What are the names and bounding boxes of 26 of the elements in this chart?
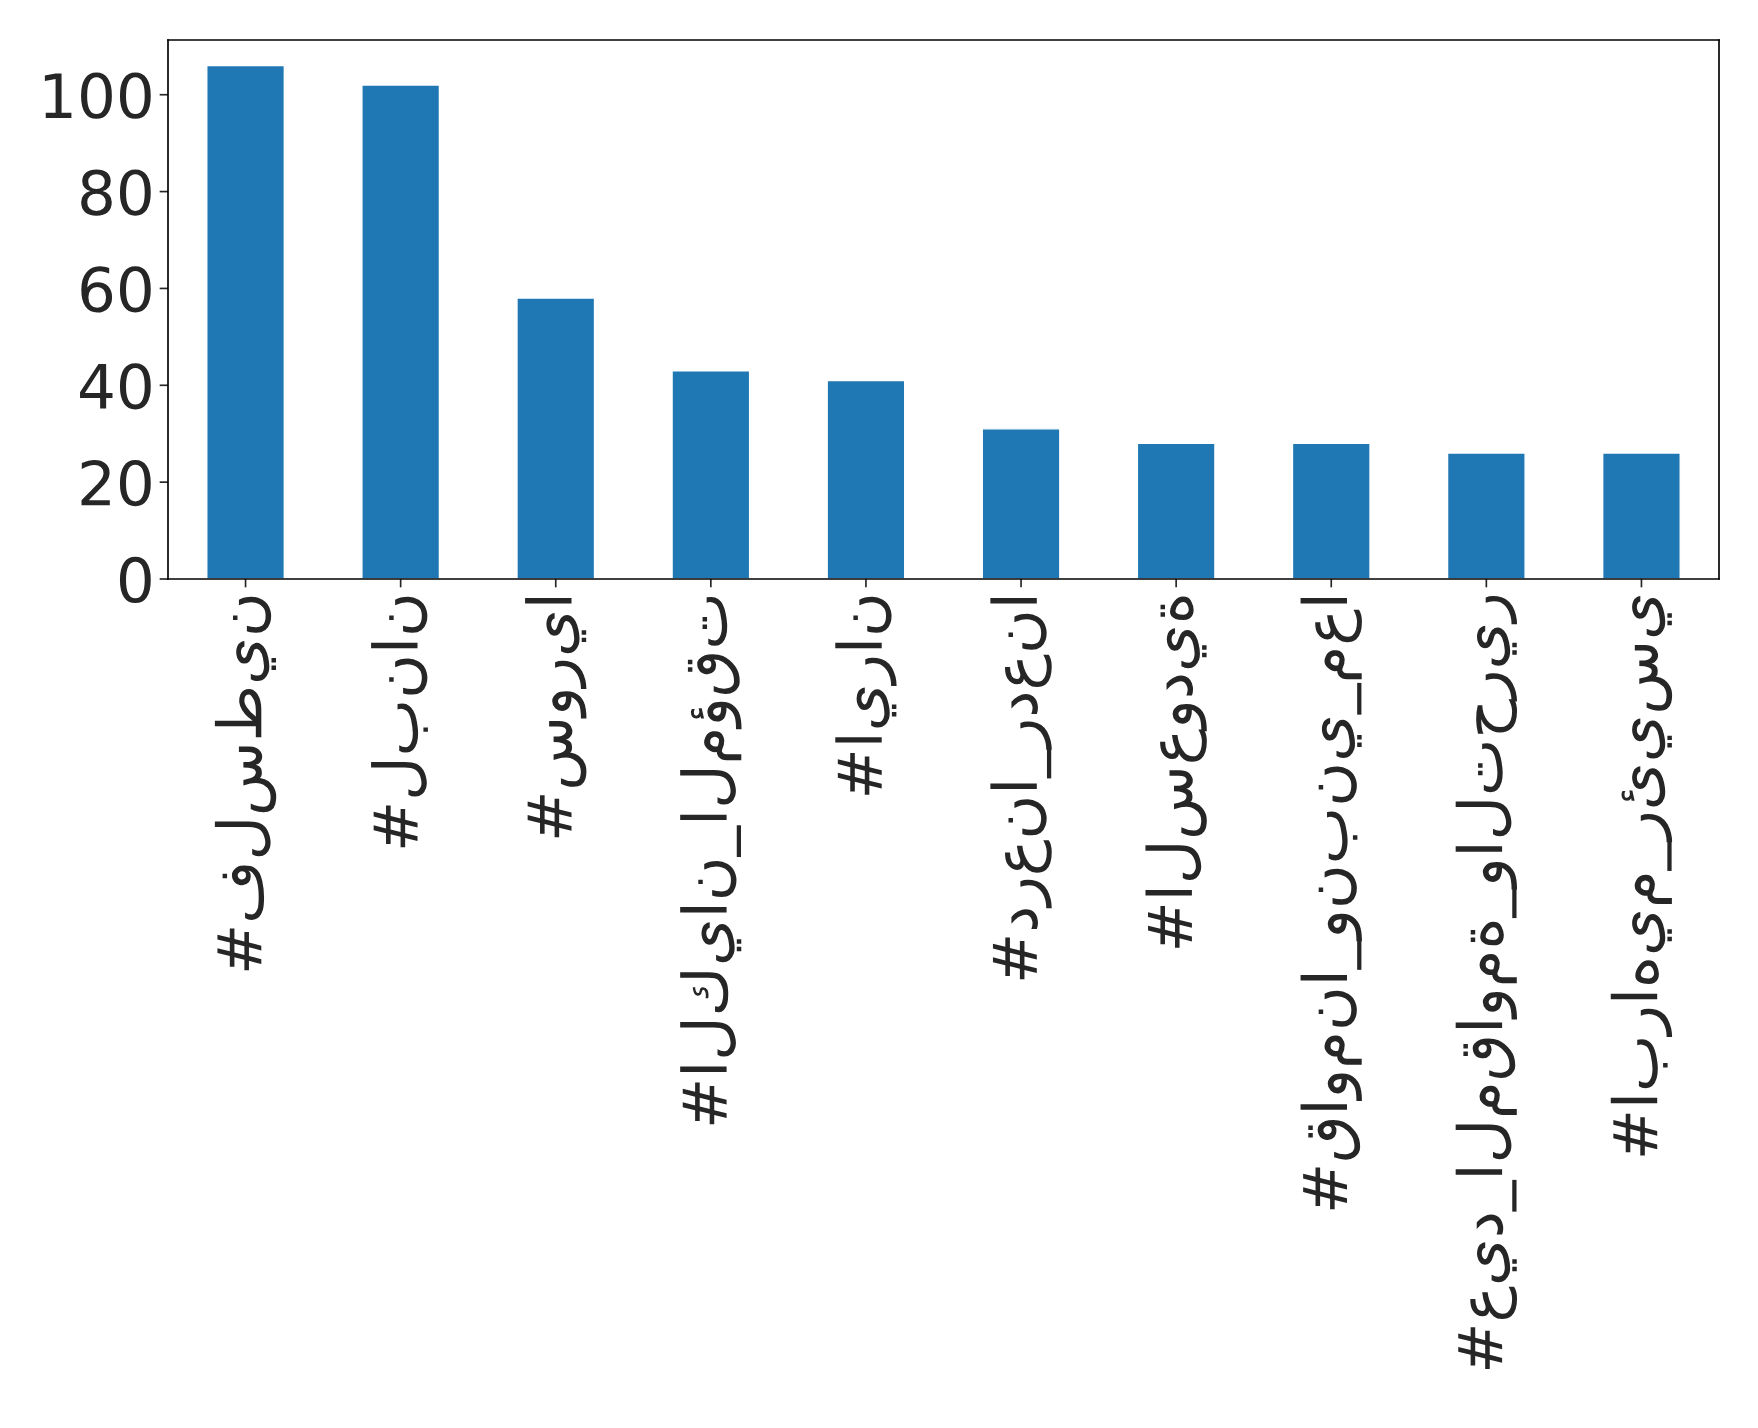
x-tick-label: #لبنان xyxy=(371,596,428,848)
y-tick-label: 40 xyxy=(80,363,151,410)
x-tick-label: #ايران xyxy=(835,596,897,795)
bar xyxy=(671,370,751,579)
bar xyxy=(206,64,286,579)
x-tick-label: #السعودية xyxy=(1145,596,1207,948)
bar xyxy=(516,297,596,579)
bar xyxy=(1291,442,1371,579)
bar xyxy=(1446,452,1526,579)
bar xyxy=(361,84,441,579)
x-tick-label: #الكيان_المؤقت xyxy=(680,596,742,1125)
y-tick-label: 0 xyxy=(119,556,151,604)
x-tick-label: #عيد_المقاومة_والتحرير xyxy=(1455,595,1518,1370)
bar xyxy=(826,379,906,579)
x-tick-label: #سوريا xyxy=(525,597,587,838)
y-tick-label: 60 xyxy=(81,266,151,313)
y-tick-label: 20 xyxy=(81,460,151,507)
bar xyxy=(981,428,1061,579)
y-tick-label: 80 xyxy=(81,169,151,216)
x-tick-label: #درعنا_ردعنا xyxy=(990,597,1052,980)
bar xyxy=(1601,452,1681,579)
bar xyxy=(1136,442,1216,579)
x-tick-label: #ابراهيم_رئيسي xyxy=(1610,596,1673,1156)
x-tick-label: #فلسطين xyxy=(214,596,277,971)
x-tick-label: #قاومنا_ونبني_معا xyxy=(1300,597,1362,1210)
y-tick-label: 100 xyxy=(44,72,151,119)
